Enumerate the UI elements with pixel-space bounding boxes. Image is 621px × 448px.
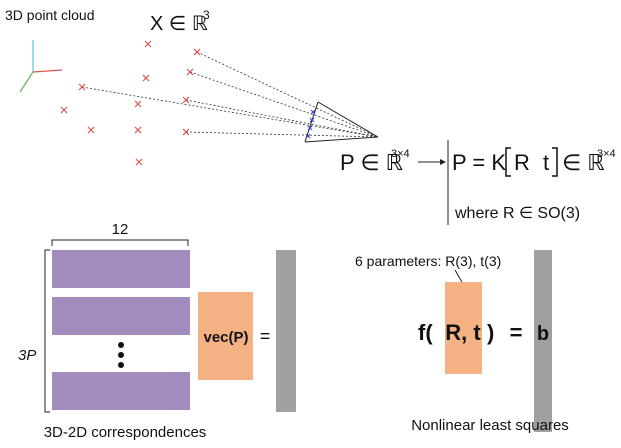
camera [304,101,379,143]
bracket-right [552,147,558,177]
width-label: 12 [112,221,129,238]
height-label: 3P [18,347,36,364]
point [144,40,152,48]
bracket-left [505,147,511,177]
vector [198,292,253,380]
params-pointer [454,269,464,285]
rays [81,51,379,138]
ellipsis [118,342,124,368]
params-label: 6 parameters: R(3), t(3) [355,253,501,269]
point [134,100,142,108]
point [182,128,190,136]
eq-r: R [514,150,530,175]
point [78,83,86,91]
arrow [418,140,449,225]
height-brace [44,249,50,413]
points [60,40,201,166]
matrix-rows [52,250,190,410]
point [134,126,142,134]
equals: = [260,326,271,346]
func-equals: = [510,320,523,345]
eq-lhs: P = K [452,150,506,175]
rhs-vector [276,250,296,412]
projection-label: P ∈ ℝ [340,150,403,175]
vector-label: vec(P) [203,329,248,346]
set-label: X ∈ ℝ [150,13,208,35]
params-box [445,282,482,374]
func-open: f( [418,320,433,345]
eq-sup: 3×4 [597,148,616,160]
projection-sup: 3×4 [391,148,410,160]
point [135,158,143,166]
eq-t: t [543,150,549,175]
func-args: R, t [445,320,481,345]
point [193,48,201,56]
cloud-label: 3D point cloud [5,7,95,23]
b-label: b [537,323,549,345]
image-points [305,109,316,139]
point [87,126,95,134]
eq-rel: ∈ ℝ [562,150,605,175]
point [186,68,194,76]
func-close: ) [487,320,494,345]
point [60,106,68,114]
b-vector [534,250,552,432]
axes [19,40,63,93]
point [182,96,190,104]
set-sup: 3 [203,8,210,22]
constraint: where R ∈ SO(3) [454,205,580,222]
nonlinear-caption: Nonlinear least squares [411,417,569,434]
width-brace [51,239,189,246]
linear-caption: 3D-2D correspondences [44,424,207,441]
point [142,74,150,82]
